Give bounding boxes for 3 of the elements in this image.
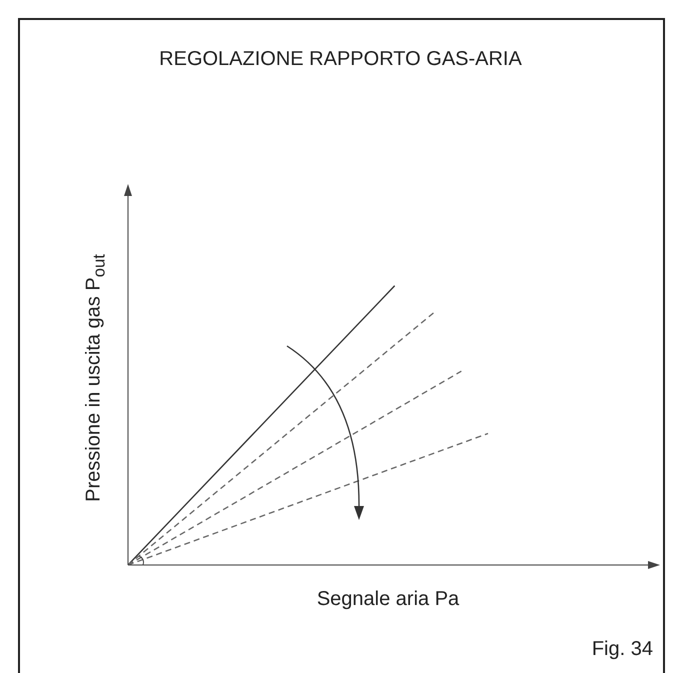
caption: Fig. 34	[592, 638, 653, 661]
chart-title: REGOLAZIONE RAPPORTO GAS-ARIA	[158, 48, 523, 71]
x-axis-title: Segnale aria Pa	[316, 588, 460, 611]
